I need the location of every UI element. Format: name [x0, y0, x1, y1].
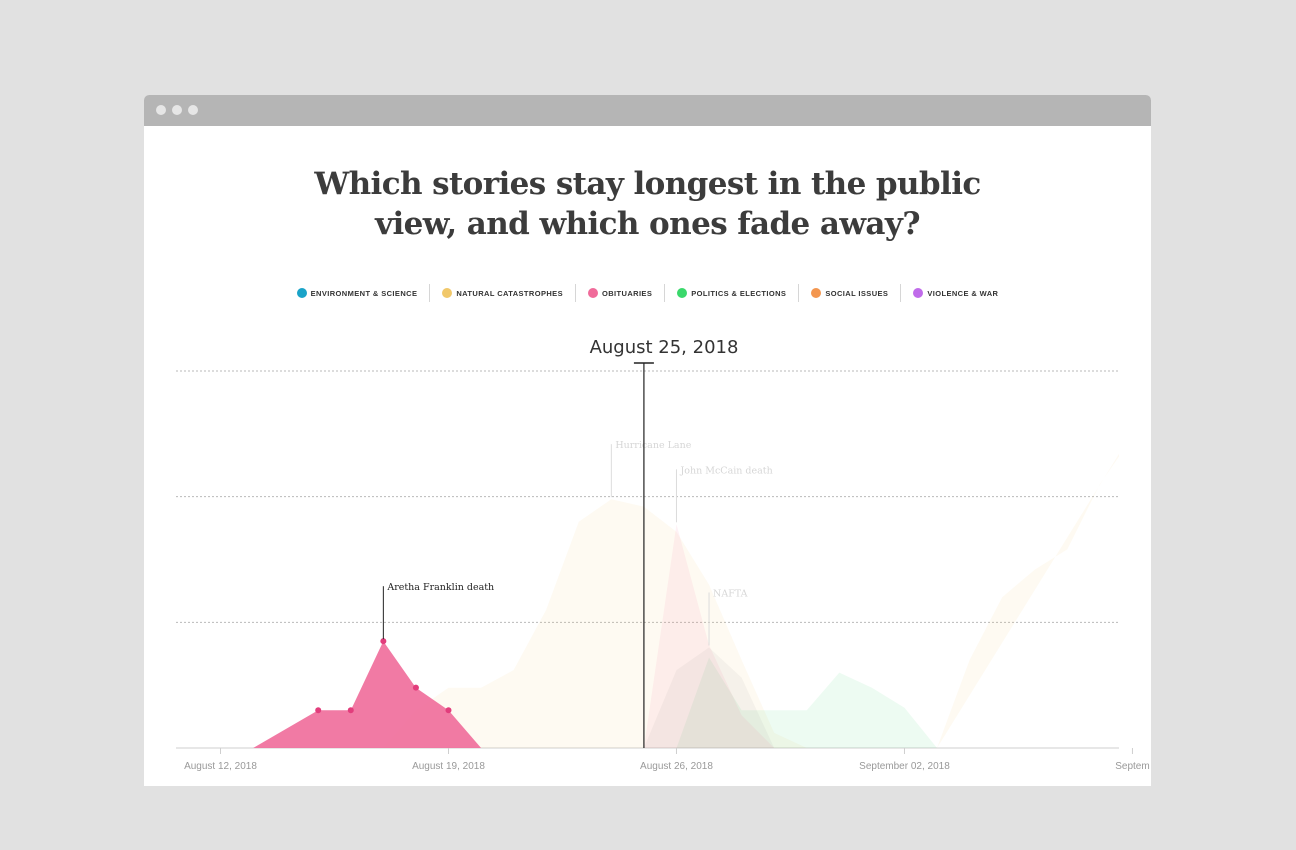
- page-title-line-1: Which stories stay longest in the public: [314, 166, 981, 202]
- page-title: Which stories stay longest in the public…: [144, 164, 1151, 244]
- data-point: [315, 707, 322, 714]
- data-point: [380, 638, 387, 645]
- legend-swatch: [677, 288, 688, 298]
- legend-label: SOCIAL ISSUES: [825, 288, 889, 298]
- legend-swatch: [442, 288, 453, 298]
- legend-swatch: [296, 288, 307, 298]
- data-point: [347, 707, 354, 714]
- annotation-label: NAFTA: [713, 588, 748, 599]
- data-point: [412, 684, 419, 691]
- legend-item-social-issues[interactable]: SOCIAL ISSUES: [798, 284, 900, 302]
- annotation-label: Hurricane Lane: [615, 440, 691, 451]
- x-axis-tick-label: August 19, 2018: [412, 761, 485, 772]
- legend-label: VIOLENCE & WAR: [927, 288, 999, 298]
- legend-item-environment-science[interactable]: ENVIRONMENT & SCIENCE: [285, 284, 430, 302]
- legend-label: NATURAL CATASTROPHES: [456, 288, 563, 298]
- legend-swatch: [811, 288, 822, 298]
- window-dot-maximize[interactable]: [188, 105, 198, 115]
- annotation-label: John McCain death: [679, 465, 772, 476]
- legend-swatch: [587, 288, 598, 298]
- selected-date-readout: August 25, 2018: [589, 337, 739, 358]
- window-titlebar: [144, 95, 1151, 126]
- legend-label: POLITICS & ELECTIONS: [691, 288, 787, 298]
- x-axis-tick-label: September 02, 2018: [859, 761, 950, 772]
- series-area: [676, 657, 937, 748]
- series-area: [383, 499, 807, 748]
- legend-item-violence-war[interactable]: VIOLENCE & WAR: [900, 284, 1010, 302]
- legend-label: OBITUARIES: [601, 288, 653, 298]
- legend-label: ENVIRONMENT & SCIENCE: [310, 288, 418, 298]
- legend-swatch: [913, 288, 924, 298]
- legend-item-obituaries[interactable]: OBITUARIES: [574, 284, 664, 302]
- x-axis-tick-label: August 26, 2018: [640, 761, 713, 772]
- chart-legend: ENVIRONMENT & SCIENCE NATURAL CATASTROPH…: [144, 284, 1151, 302]
- series-area: [253, 641, 482, 748]
- page-title-line-2: view, and which ones fade away?: [375, 206, 920, 242]
- window-dot-minimize[interactable]: [172, 105, 182, 115]
- x-axis-tick-label: Septem: [1115, 761, 1149, 772]
- series-area: [643, 647, 775, 748]
- legend-item-natural-catastrophes[interactable]: NATURAL CATASTROPHES: [429, 284, 575, 302]
- window-dot-close[interactable]: [156, 105, 166, 115]
- legend-item-politics-elections[interactable]: POLITICS & ELECTIONS: [664, 284, 798, 302]
- series-area: [937, 453, 1119, 748]
- browser-window: Which stories stay longest in the public…: [144, 95, 1151, 786]
- data-point: [445, 707, 452, 714]
- series-area: [643, 524, 775, 748]
- annotation-label: Aretha Franklin death: [386, 582, 494, 593]
- area-chart[interactable]: Hurricane Lane NAFTA John McCain death Aret…: [144, 95, 1151, 786]
- x-axis-tick-label: August 12, 2018: [184, 761, 257, 772]
